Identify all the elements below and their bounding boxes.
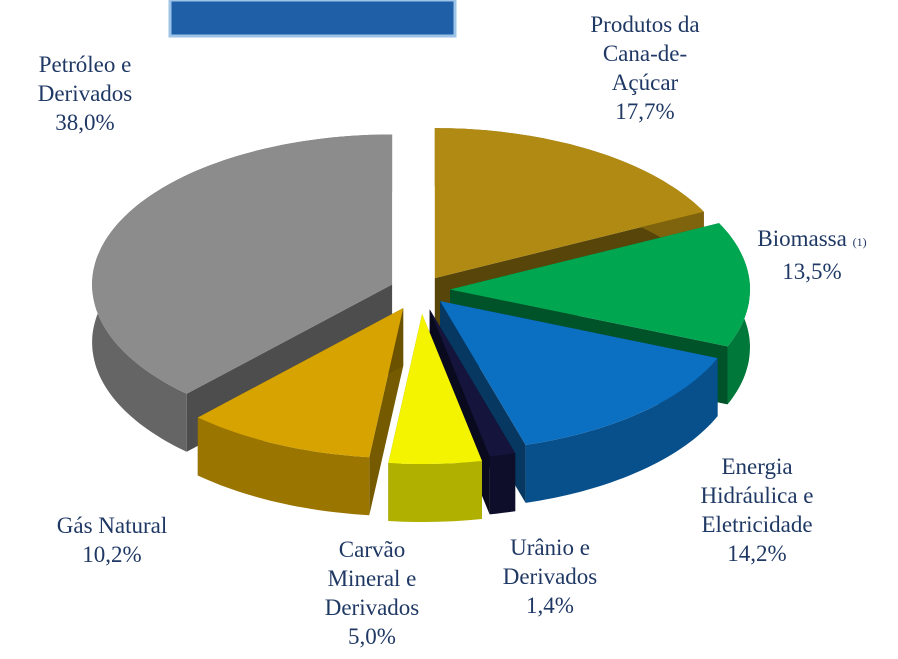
slice (450, 223, 750, 347)
slice-side (525, 358, 718, 503)
slice-label: Petróleo e Derivados 38,0% (10, 50, 160, 137)
slice-side (197, 417, 370, 516)
value-label: 14,2% (727, 541, 787, 566)
category-label: Biomassa (1) (712, 224, 898, 257)
slice (429, 309, 516, 457)
category-text: Energia Hidráulica e Eletricidade (700, 454, 814, 537)
category-text: Carvão Mineral e Derivados (324, 537, 420, 620)
slice-side (489, 453, 516, 515)
title-box (168, 0, 457, 38)
category-text: Petróleo e Derivados (37, 52, 133, 106)
slice-group (388, 314, 482, 522)
value-label: 38,0% (55, 110, 115, 135)
slice-label: Produtos da Cana-de-Açúcar 17,7% (570, 10, 720, 126)
slice (440, 301, 718, 445)
value-label: 1,4% (526, 593, 574, 618)
slice (434, 128, 704, 279)
slice (92, 134, 393, 394)
slice-label: Energia Hidráulica e Eletricidade 14,2% (675, 452, 840, 568)
slice-label: Gás Natural 10,2% (12, 511, 212, 569)
slice-side (388, 461, 482, 522)
category-text: Gás Natural (56, 513, 168, 538)
category-text: Produtos da Cana-de-Açúcar (590, 12, 700, 95)
category-label: Petróleo e Derivados (10, 50, 160, 108)
slice-label: Carvão Mineral e Derivados 5,0% (307, 535, 437, 651)
slice (197, 308, 404, 458)
value-label: 17,7% (615, 99, 675, 124)
slice-label: Biomassa (1) 13,5% (712, 224, 898, 286)
slice-label: Urânio e Derivados 1,4% (485, 533, 615, 620)
category-label: Gás Natural (12, 511, 212, 540)
category-note: (1) (852, 235, 867, 249)
category-label: Urânio e Derivados (485, 533, 615, 591)
category-text: Biomassa (757, 226, 847, 251)
category-label: Produtos da Cana-de-Açúcar (570, 10, 720, 97)
category-text: Urânio e Derivados (502, 535, 598, 589)
value-label: 10,2% (82, 542, 142, 567)
category-label: Energia Hidráulica e Eletricidade (675, 452, 840, 539)
category-label: Carvão Mineral e Derivados (307, 535, 437, 622)
slice (388, 314, 482, 464)
value-label: 13,5% (782, 259, 842, 284)
slice-group (197, 308, 404, 516)
value-label: 5,0% (348, 624, 396, 649)
